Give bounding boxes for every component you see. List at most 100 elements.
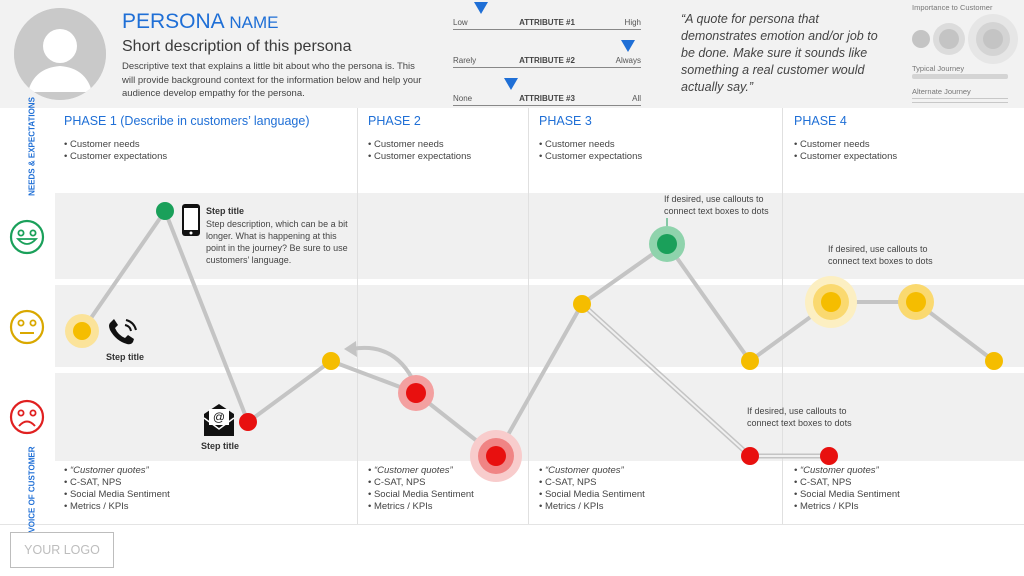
voice-item: Metrics / KPIs (794, 501, 859, 512)
happy-face-icon (9, 219, 45, 255)
phase-3-title: PHASE 3 (539, 114, 592, 128)
curved-arrow-icon (351, 345, 414, 379)
callout-2: If desired, use callouts to connect text… (828, 244, 933, 266)
legend-alternate-label: Alternate Journey (912, 87, 971, 96)
journey-dot (156, 202, 174, 220)
need-item: Customer expectations (64, 151, 167, 162)
voice-item: C-SAT, NPS (368, 477, 426, 488)
need-item: Customer expectations (539, 151, 642, 162)
callout-1: If desired, use callouts to connect text… (664, 194, 769, 216)
attribute-3-label: ATTRIBUTE #3 (519, 94, 575, 103)
phase-divider (782, 108, 783, 524)
need-item: Customer needs (539, 139, 615, 150)
phone-step-title: Step title (106, 352, 145, 362)
journey-dot (985, 352, 1003, 370)
voice-item: “Customer quotes” (794, 465, 879, 476)
journey-dot (406, 383, 426, 403)
journey-dot (906, 292, 926, 312)
phase-1-needs: Customer needsCustomer expectations (64, 139, 167, 163)
mobile-step-description: Step description, which can be a bit lon… (206, 219, 348, 265)
journey-dot (73, 322, 91, 340)
alternate-journey-path (580, 302, 829, 459)
voice-item: Social Media Sentiment (64, 489, 170, 500)
phase-2-needs: Customer needsCustomer expectations (368, 139, 471, 163)
footer-divider (0, 524, 1024, 525)
phase-3-needs: Customer needsCustomer expectations (539, 139, 642, 163)
voice-item: Social Media Sentiment (368, 489, 474, 500)
phase-2-voice: “Customer quotes”C-SAT, NPSSocial Media … (368, 465, 474, 513)
journey-dot (657, 234, 677, 254)
voice-item: Metrics / KPIs (539, 501, 604, 512)
need-item: Customer needs (368, 139, 444, 150)
voice-item: C-SAT, NPS (794, 477, 852, 488)
phase-3-voice: “Customer quotes”C-SAT, NPSSocial Media … (539, 465, 645, 513)
persona-quote: “A quote for persona that demonstrates e… (681, 12, 878, 94)
journey-dot (821, 292, 841, 312)
neutral-face-icon (9, 309, 45, 345)
importance-legend-icon (912, 14, 1018, 64)
attribute-3-high: All (632, 94, 641, 103)
phase-4-title: PHASE 4 (794, 114, 847, 128)
attribute-1-high: High (624, 18, 641, 27)
attribute-1-low: Low (453, 18, 468, 27)
happy-band (55, 193, 1024, 279)
attribute-1-marker (474, 2, 489, 14)
attribute-2-marker (620, 40, 635, 52)
journey-dot (741, 352, 759, 370)
need-item: Customer expectations (794, 151, 897, 162)
voice-item: C-SAT, NPS (64, 477, 122, 488)
attribute-1-label: ATTRIBUTE #1 (519, 18, 575, 27)
voice-item: “Customer quotes” (368, 465, 453, 476)
persona-name: PERSONA NAME (122, 10, 279, 34)
journey-dot (322, 352, 340, 370)
phase-1-voice: “Customer quotes”C-SAT, NPSSocial Media … (64, 465, 170, 513)
persona-short-description: Short description of this persona (122, 38, 352, 55)
voice-item: C-SAT, NPS (539, 477, 597, 488)
journey-dot (741, 447, 759, 465)
persona-description: Descriptive text that explains a little … (122, 61, 422, 99)
need-item: Customer expectations (368, 151, 471, 162)
person-icon (14, 8, 106, 100)
logo-placeholder: YOUR LOGO (10, 532, 114, 568)
attribute-2: Rarely ATTRIBUTE #2 Always (453, 40, 641, 68)
callout-3: If desired, use callouts to connect text… (747, 406, 852, 428)
alternate-journey-swatch (912, 98, 1008, 103)
email-icon: @ (203, 404, 235, 436)
journey-dot (820, 447, 838, 465)
need-item: Customer needs (794, 139, 870, 150)
legend-importance-label: Importance to Customer (912, 3, 993, 12)
persona-name-suffix: NAME (229, 13, 279, 32)
phase-divider (357, 108, 358, 524)
voice-item: “Customer quotes” (64, 465, 149, 476)
phase-1-title: PHASE 1 (Describe in customers’ language… (64, 114, 310, 128)
phase-4-voice: “Customer quotes”C-SAT, NPSSocial Media … (794, 465, 900, 513)
voice-item: Metrics / KPIs (64, 501, 129, 512)
attribute-2-high: Always (615, 56, 641, 65)
attribute-2-label: ATTRIBUTE #2 (519, 56, 575, 65)
typical-journey-swatch (912, 74, 1008, 79)
voice-item: Metrics / KPIs (368, 501, 433, 512)
legend-typical-label: Typical Journey (912, 64, 965, 73)
telephone-icon (109, 319, 137, 345)
phase-2-title: PHASE 2 (368, 114, 421, 128)
attribute-3-marker (504, 78, 519, 90)
attribute-2-low: Rarely (453, 56, 477, 65)
mobile-phone-icon (182, 204, 200, 236)
sad-face-icon (9, 399, 45, 435)
svg-text:@: @ (213, 410, 225, 424)
email-step-title: Step title (201, 441, 240, 451)
attribute-3-low: None (453, 94, 473, 103)
mobile-step-title: Step title (206, 206, 245, 216)
persona-name-main: PERSONA (122, 10, 224, 33)
phase-divider (528, 108, 529, 524)
attribute-3: None ATTRIBUTE #3 All (453, 78, 641, 106)
attribute-1: Low ATTRIBUTE #1 High (453, 2, 641, 30)
need-item: Customer needs (64, 139, 140, 150)
journey-dot (239, 413, 257, 431)
journey-dot (573, 295, 591, 313)
voice-item: Social Media Sentiment (794, 489, 900, 500)
voice-item: “Customer quotes” (539, 465, 624, 476)
neutral-band (55, 285, 1024, 367)
journey-dot (486, 446, 506, 466)
